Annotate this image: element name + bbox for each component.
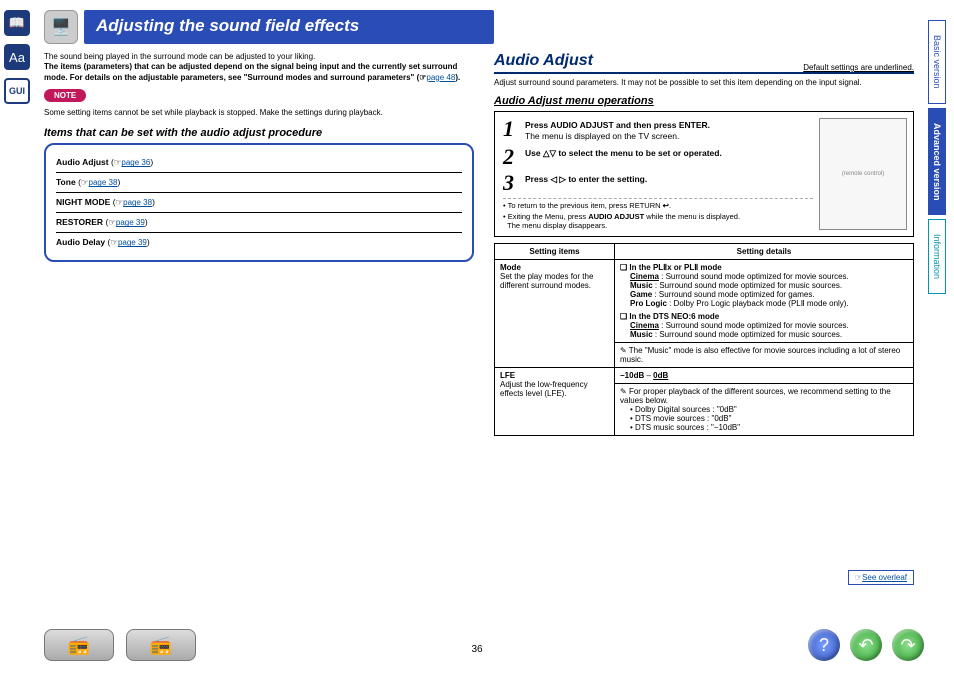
- device-front-button[interactable]: 📻: [44, 629, 114, 661]
- th-setting-details: Setting details: [615, 244, 914, 260]
- page-number: 36: [471, 644, 482, 655]
- note-text: Some setting items cannot be set while p…: [44, 108, 474, 117]
- items-box: Audio Adjust (☞page 36) Tone (☞page 38) …: [44, 143, 474, 262]
- th-setting-items: Setting items: [495, 244, 615, 260]
- step-block: (remote control) 1 Press AUDIO ADJUST an…: [494, 111, 914, 237]
- left-nav: 📖 Aa GUI: [4, 10, 34, 112]
- default-note: Default settings are underlined.: [803, 63, 914, 72]
- cell-lfe-details: −10dB – 0dB For proper playback of the d…: [615, 368, 914, 436]
- item-row: Audio Delay (☞page 39): [56, 233, 462, 252]
- item-row: NIGHT MODE (☞page 38): [56, 193, 462, 213]
- items-heading: Items that can be set with the audio adj…: [44, 127, 474, 139]
- help-button[interactable]: ?: [808, 629, 840, 661]
- cell-mode-details: In the PLⅡx or PLⅡ mode Cinema : Surroun…: [615, 260, 914, 368]
- bottom-device-buttons: 📻 📻: [44, 629, 196, 661]
- menu-ops-heading: Audio Adjust menu operations: [494, 95, 914, 107]
- note-badge: NOTE: [44, 89, 86, 102]
- tab-basic-version[interactable]: Basic version: [928, 20, 946, 104]
- intro-text: The sound being played in the surround m…: [44, 52, 474, 83]
- device-rear-button[interactable]: 📻: [126, 629, 196, 661]
- step-1: 1 Press AUDIO ADJUST and then press ENTE…: [503, 118, 813, 142]
- prev-page-button[interactable]: ↶: [850, 629, 882, 661]
- page-title: Adjusting the sound field effects: [84, 10, 494, 44]
- step-2: 2 Use △▽ to select the menu to be set or…: [503, 146, 813, 168]
- audio-adjust-heading: Audio Adjust Default settings are underl…: [494, 52, 914, 74]
- page-link[interactable]: page 39: [118, 238, 147, 247]
- remote-illustration: (remote control): [819, 118, 907, 230]
- audio-adjust-sub: Adjust surround sound parameters. It may…: [494, 78, 914, 87]
- page-link[interactable]: page 36: [121, 158, 150, 167]
- page-link-48[interactable]: page 48: [426, 73, 455, 82]
- bottom-nav-buttons: ? ↶ ↷: [808, 629, 924, 661]
- glossary-icon[interactable]: Aa: [4, 44, 30, 70]
- return-line: To return to the previous item, press RE…: [503, 201, 813, 210]
- exit-line: Exiting the Menu, press AUDIO ADJUST whi…: [503, 212, 813, 230]
- section-icon: 🖥️: [44, 10, 78, 44]
- item-row: RESTORER (☞page 39): [56, 213, 462, 233]
- next-page-button[interactable]: ↷: [892, 629, 924, 661]
- page-link[interactable]: page 38: [89, 178, 118, 187]
- settings-table: Setting items Setting details Mode Set t…: [494, 243, 914, 436]
- item-row: Audio Adjust (☞page 36): [56, 153, 462, 173]
- item-row: Tone (☞page 38): [56, 173, 462, 193]
- page-link[interactable]: page 39: [116, 218, 145, 227]
- cell-lfe: LFE Adjust the low-frequency effects lev…: [495, 368, 615, 436]
- side-tabs: Basic version Advanced version Informati…: [928, 20, 950, 298]
- tab-advanced-version[interactable]: Advanced version: [928, 108, 946, 216]
- step-3: 3 Press ◁ ▷ to enter the setting.: [503, 172, 813, 194]
- see-overleaf[interactable]: ☞See overleaf: [848, 570, 914, 585]
- cell-mode: Mode Set the play modes for the differen…: [495, 260, 615, 368]
- gui-icon[interactable]: GUI: [4, 78, 30, 104]
- book-icon[interactable]: 📖: [4, 10, 30, 36]
- tab-information[interactable]: Information: [928, 219, 946, 294]
- page-link[interactable]: page 38: [123, 198, 152, 207]
